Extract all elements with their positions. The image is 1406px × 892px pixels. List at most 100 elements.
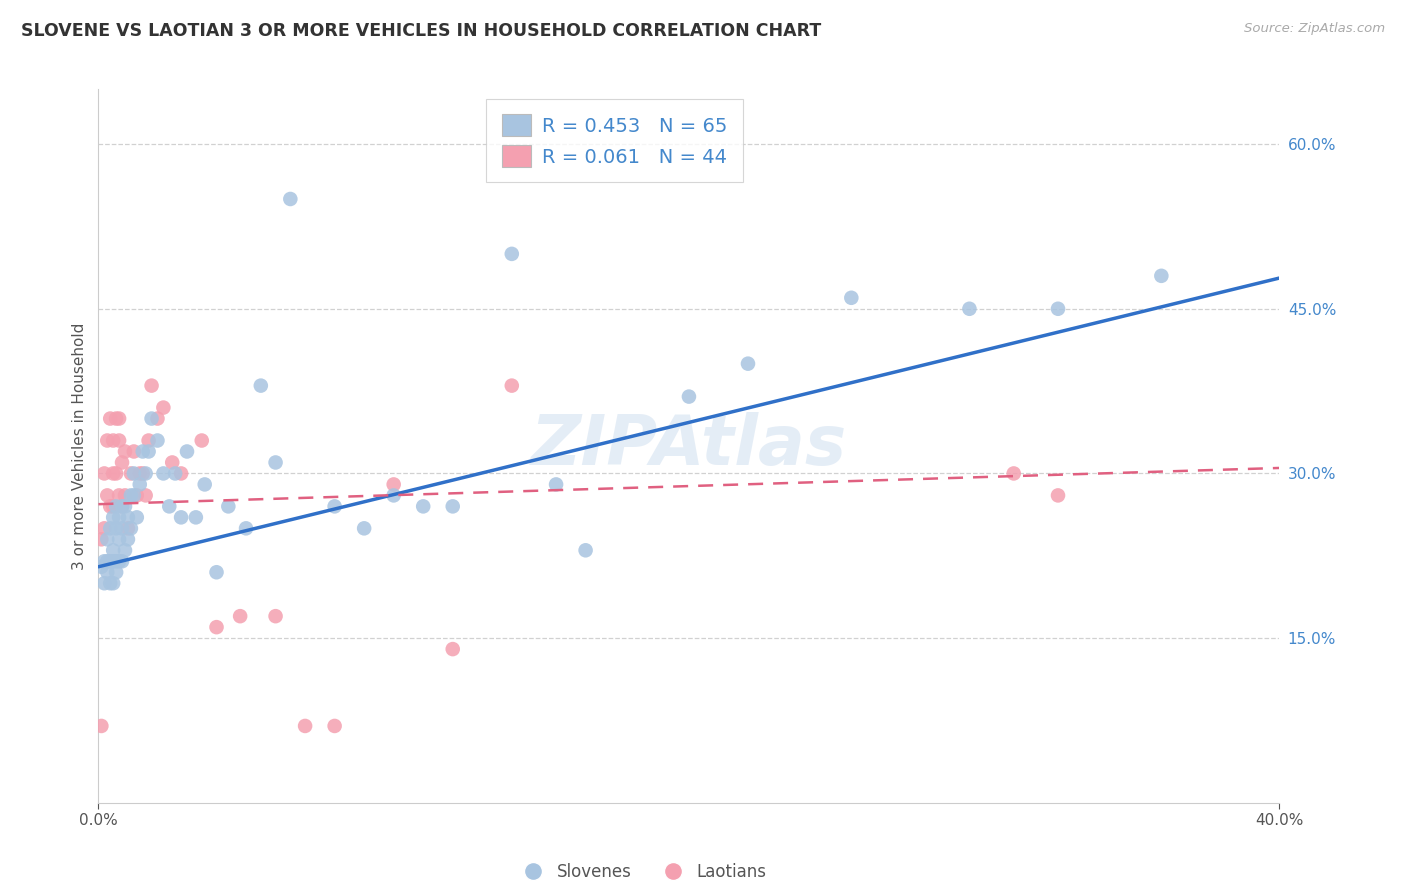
Point <box>96 566 118 580</box>
Point <box>105 521 128 535</box>
Point <box>122 444 145 458</box>
Point <box>125 510 148 524</box>
Point <box>217 500 239 514</box>
Point <box>839 291 862 305</box>
Point <box>294 719 316 733</box>
Point <box>103 434 125 448</box>
Point <box>132 467 155 481</box>
Point <box>90 719 112 733</box>
Point <box>128 467 150 481</box>
Point <box>184 510 207 524</box>
Point <box>103 500 125 514</box>
Point <box>96 488 118 502</box>
Point <box>96 554 118 568</box>
Point <box>111 554 134 568</box>
Point <box>146 411 169 425</box>
Point <box>278 192 302 206</box>
Point <box>111 455 134 469</box>
Point <box>152 467 174 481</box>
Point <box>141 378 163 392</box>
Point <box>98 554 121 568</box>
Point <box>103 467 125 481</box>
Point <box>114 543 136 558</box>
Point <box>235 521 257 535</box>
Point <box>105 411 128 425</box>
Point <box>93 521 115 535</box>
Point <box>229 609 252 624</box>
Point <box>194 477 217 491</box>
Point <box>93 576 115 591</box>
Point <box>162 455 183 469</box>
Point <box>120 521 142 535</box>
Point <box>96 434 118 448</box>
Legend: Slovenes, Laotians: Slovenes, Laotians <box>510 856 773 888</box>
Point <box>544 477 567 491</box>
Point <box>1002 467 1025 481</box>
Point <box>122 488 145 502</box>
Point <box>98 576 121 591</box>
Point <box>108 554 131 568</box>
Point <box>138 434 160 448</box>
Point <box>382 488 405 502</box>
Point <box>105 500 128 514</box>
Point <box>132 444 155 458</box>
Point <box>678 390 700 404</box>
Point <box>103 510 125 524</box>
Point <box>105 467 128 481</box>
Point <box>128 477 150 491</box>
Point <box>501 247 523 261</box>
Point <box>152 401 174 415</box>
Point <box>205 566 228 580</box>
Point <box>117 521 139 535</box>
Point <box>382 477 405 491</box>
Point <box>135 467 157 481</box>
Point <box>170 510 193 524</box>
Text: ZIPAtlas: ZIPAtlas <box>531 412 846 480</box>
Point <box>114 488 136 502</box>
Point <box>138 444 160 458</box>
Point <box>125 488 148 502</box>
Point <box>117 510 139 524</box>
Point <box>111 500 134 514</box>
Point <box>108 510 131 524</box>
Point <box>441 642 464 657</box>
Point <box>108 434 131 448</box>
Point <box>353 521 375 535</box>
Point <box>122 467 145 481</box>
Y-axis label: 3 or more Vehicles in Household: 3 or more Vehicles in Household <box>72 322 87 570</box>
Point <box>170 467 193 481</box>
Point <box>157 500 180 514</box>
Point <box>501 378 523 392</box>
Point <box>111 500 134 514</box>
Point <box>108 488 131 502</box>
Point <box>135 488 157 502</box>
Point <box>264 455 287 469</box>
Point <box>108 533 131 547</box>
Point <box>117 533 139 547</box>
Point <box>191 434 214 448</box>
Point <box>1046 301 1069 316</box>
Point <box>959 301 981 316</box>
Point <box>105 554 128 568</box>
Point <box>250 378 273 392</box>
Point <box>105 566 128 580</box>
Point <box>323 719 346 733</box>
Point <box>120 488 142 502</box>
Point <box>93 467 115 481</box>
Point <box>165 467 187 481</box>
Point <box>1046 488 1069 502</box>
Point <box>412 500 434 514</box>
Point <box>111 521 134 535</box>
Point <box>114 500 136 514</box>
Point <box>441 500 464 514</box>
Point <box>737 357 759 371</box>
Text: SLOVENE VS LAOTIAN 3 OR MORE VEHICLES IN HOUSEHOLD CORRELATION CHART: SLOVENE VS LAOTIAN 3 OR MORE VEHICLES IN… <box>21 22 821 40</box>
Point <box>93 554 115 568</box>
Point <box>176 444 198 458</box>
Point <box>103 554 125 568</box>
Point <box>98 500 121 514</box>
Point <box>98 521 121 535</box>
Point <box>90 533 112 547</box>
Point <box>108 411 131 425</box>
Point <box>323 500 346 514</box>
